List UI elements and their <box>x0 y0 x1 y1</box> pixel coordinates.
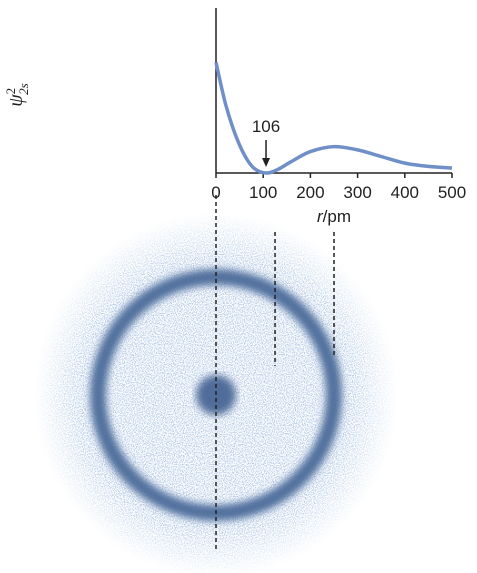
x-tick-label: 500 <box>438 183 466 202</box>
x-tick-label: 0 <box>211 183 220 202</box>
annotation-label: 106 <box>252 117 280 136</box>
x-tick-label: 400 <box>391 183 419 202</box>
x-tick-label: 100 <box>249 183 277 202</box>
x-tick-label: 200 <box>296 183 324 202</box>
x-tick-label: 300 <box>343 183 371 202</box>
density-curve <box>214 62 453 175</box>
x-axis-label: r/pm <box>317 207 351 226</box>
y-axis-label: ψ22s <box>3 83 31 106</box>
annotation-arrowhead <box>262 158 271 167</box>
